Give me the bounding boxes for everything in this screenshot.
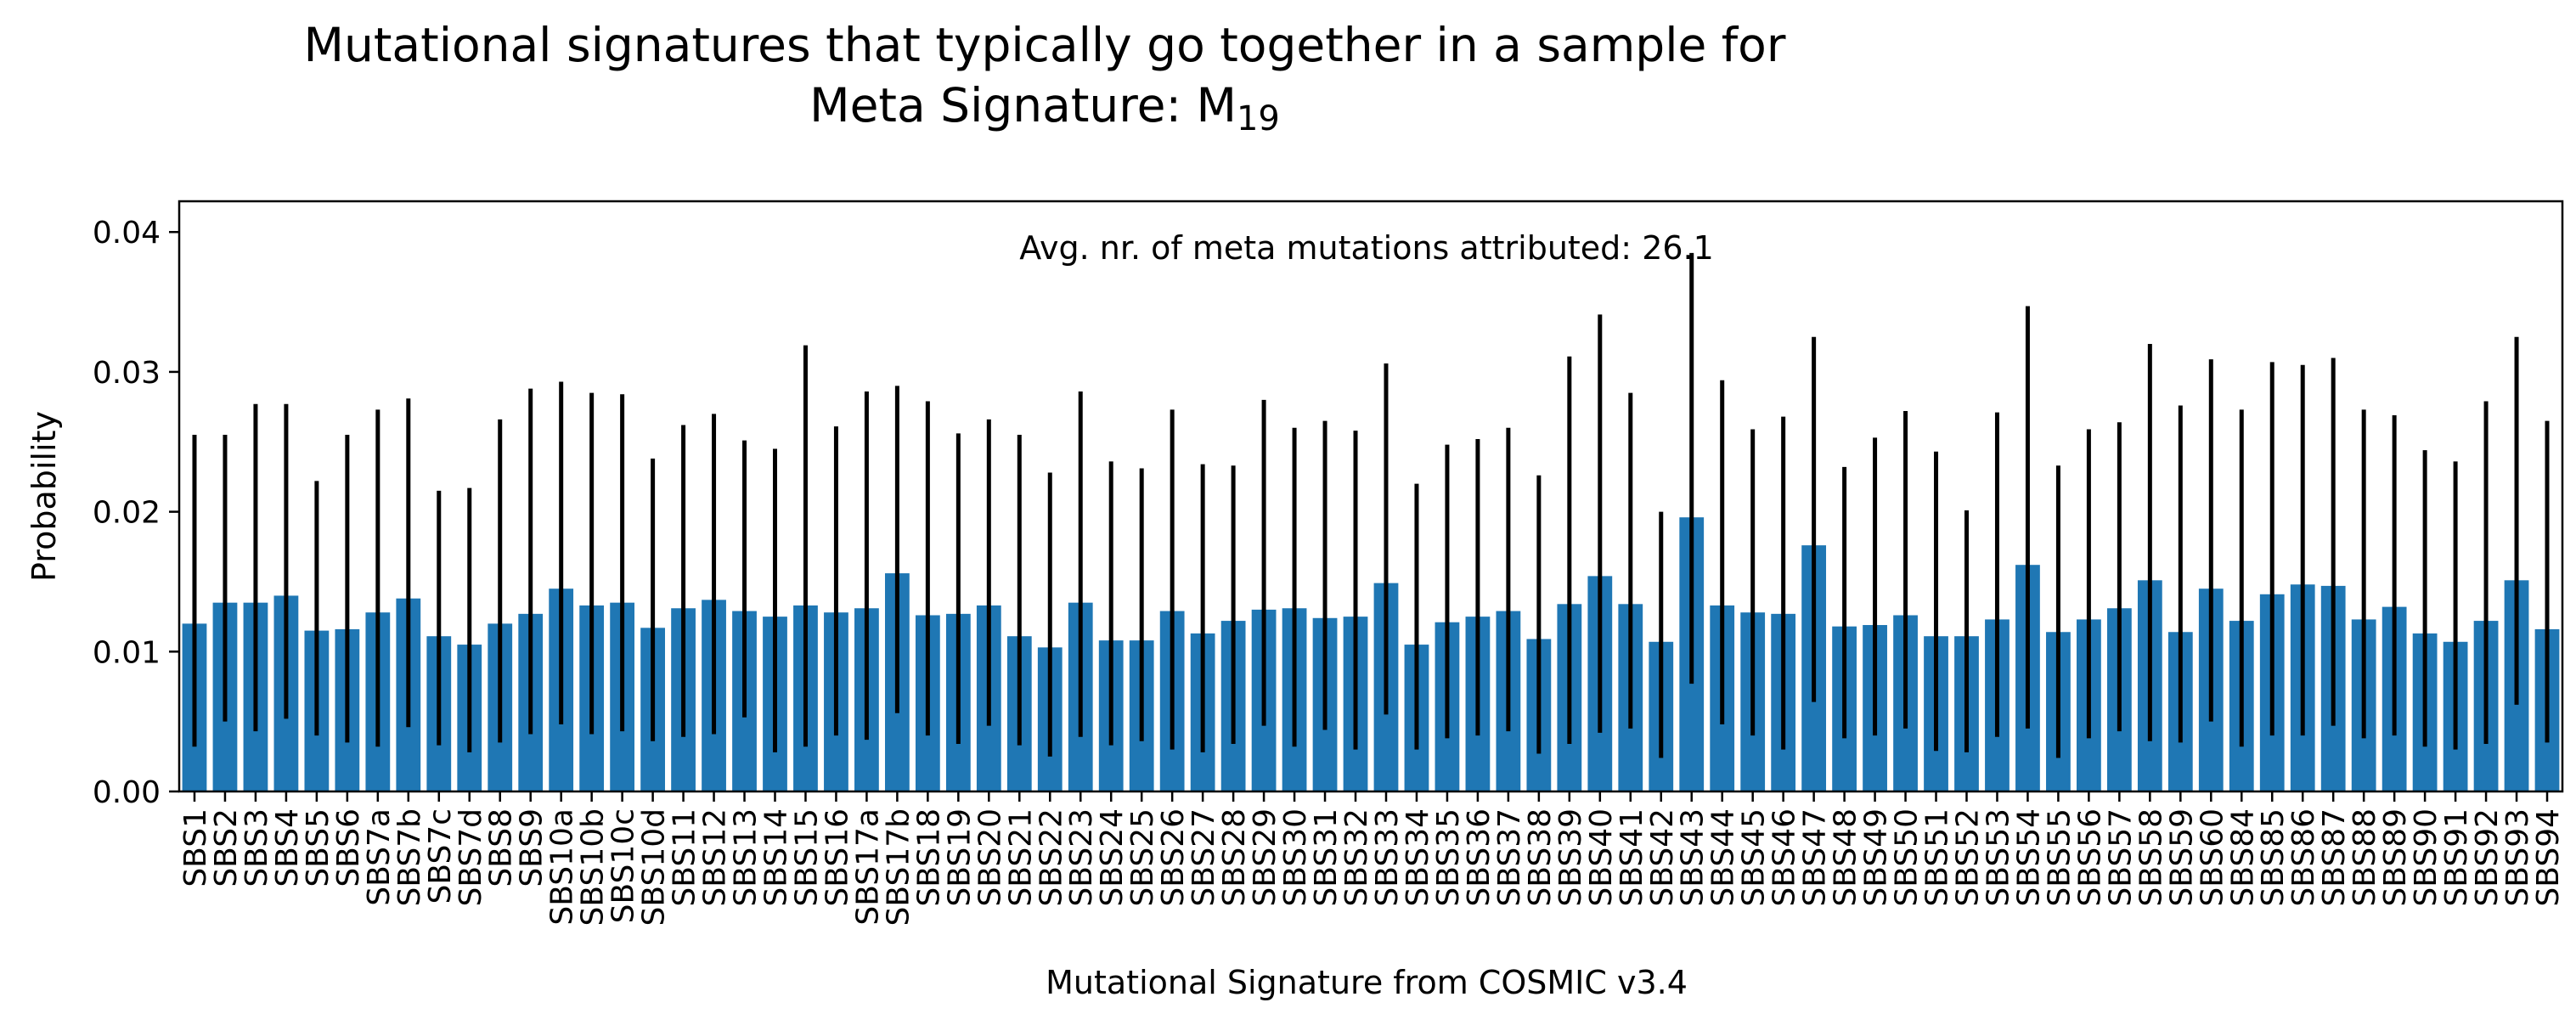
x-tick-label: SBS59 [2164,808,2199,907]
plot-frame [178,200,2564,793]
y-tick-label: 0.04 [93,216,161,251]
x-tick-label: SBS57 [2103,808,2138,907]
y-axis: 0.00 0.01 0.02 0.03 0.04 [93,216,179,810]
x-tick-label: SBS89 [2378,808,2413,907]
chart-title-subscript: 19 [1237,99,1280,138]
x-tick-label: SBS85 [2256,808,2291,907]
x-tick-label: SBS45 [1737,808,1772,907]
y-tick-label: 0.01 [93,635,161,670]
x-tick-label: SBS25 [1125,808,1160,907]
x-tick-label: SBS34 [1401,808,1435,907]
x-tick-label: SBS47 [1798,808,1833,907]
x-tick-label: SBS10d [637,808,672,926]
x-tick-label: SBS17a [850,808,885,926]
x-tick-label: SBS11 [668,808,702,907]
x-axis: SBS1SBS2SBS3SBS4SBS5SBS6SBS7aSBS7bSBS7cS… [178,791,2566,926]
x-tick-label: SBS5 [301,808,335,887]
x-tick-label: SBS53 [1981,808,2015,907]
x-tick-label: SBS32 [1339,808,1374,907]
x-tick-label: SBS18 [911,808,946,907]
x-tick-label: SBS22 [1034,808,1068,907]
x-tick-label: SBS16 [820,808,854,907]
x-tick-label: SBS1 [178,808,213,887]
x-tick-label: SBS91 [2439,808,2474,907]
x-tick-label: SBS24 [1095,808,1130,907]
x-tick-label: SBS7b [392,808,427,907]
x-tick-label: SBS28 [1217,808,1252,907]
y-tick-label: 0.00 [93,775,161,810]
x-tick-label: SBS7a [362,808,397,906]
x-tick-label: SBS39 [1553,808,1588,907]
x-axis-label: Mutational Signature from COSMIC v3.4 [1046,964,1688,1001]
x-tick-label: SBS35 [1431,808,1466,907]
x-tick-label: SBS44 [1706,808,1741,907]
x-tick-label: SBS33 [1370,808,1405,907]
x-tick-label: SBS10b [576,808,611,926]
x-tick-label: SBS27 [1187,808,1221,907]
x-tick-label: SBS31 [1309,808,1344,907]
x-tick-label: SBS10a [545,808,580,926]
x-tick-label: SBS42 [1645,808,1680,907]
x-tick-label: SBS4 [270,808,305,887]
x-tick-label: SBS94 [2531,808,2566,907]
x-tick-label: SBS41 [1615,808,1649,907]
x-tick-label: SBS15 [789,808,824,907]
x-tick-label: SBS58 [2134,808,2168,907]
x-tick-label: SBS13 [729,808,764,907]
x-tick-label: SBS56 [2072,808,2107,907]
x-tick-label: SBS92 [2470,808,2505,907]
x-tick-label: SBS37 [1492,808,1527,907]
annotation: Avg. nr. of meta mutations attributed: 2… [1019,229,1714,267]
x-tick-label: SBS87 [2317,808,2352,907]
x-tick-label: SBS19 [942,808,977,907]
chart-title-line1: Mutational signatures that typically go … [304,18,1786,72]
x-tick-label: SBS40 [1584,808,1619,907]
x-tick-label: SBS36 [1462,808,1497,907]
x-tick-label: SBS26 [1156,808,1191,907]
chart-title-line2-text: Meta Signature: M [809,78,1237,132]
x-tick-label: SBS88 [2348,808,2382,907]
y-tick-label: 0.02 [93,496,161,531]
x-tick-label: SBS21 [1003,808,1038,907]
x-tick-label: SBS29 [1248,808,1282,907]
x-tick-label: SBS84 [2225,808,2260,907]
x-tick-label: SBS14 [759,808,794,907]
x-tick-label: SBS49 [1859,808,1894,907]
x-tick-label: SBS46 [1767,808,1802,907]
x-tick-label: SBS7d [454,808,488,907]
x-tick-label: SBS50 [1890,808,1925,907]
x-tick-label: SBS7c [423,808,458,904]
x-tick-label: SBS48 [1829,808,1863,907]
x-tick-label: SBS38 [1523,808,1558,907]
x-tick-label: SBS6 [331,808,366,887]
x-tick-label: SBS43 [1676,808,1711,907]
y-axis-label: Probability [25,411,63,582]
error-bars [192,252,2550,758]
x-tick-label: SBS17b [881,808,916,926]
x-tick-label: SBS23 [1064,808,1099,907]
x-tick-label: SBS54 [2011,808,2046,907]
x-tick-label: SBS3 [240,808,274,887]
x-tick-label: SBS86 [2286,808,2321,907]
x-tick-label: SBS52 [1951,808,1986,907]
x-tick-label: SBS93 [2500,808,2535,907]
bars [182,517,2560,791]
x-tick-label: SBS55 [2042,808,2077,907]
chart-title-line2: Meta Signature: M19 [809,78,1280,138]
x-tick-label: SBS60 [2195,808,2229,907]
x-tick-label: SBS2 [209,808,244,887]
x-tick-label: SBS10c [606,808,641,923]
x-tick-label: SBS9 [515,808,550,887]
x-tick-label: SBS8 [484,808,519,887]
x-tick-label: SBS51 [1920,808,1955,907]
x-tick-label: SBS90 [2409,808,2444,907]
x-tick-label: SBS20 [972,808,1007,907]
x-tick-label: SBS30 [1278,808,1313,907]
y-tick-label: 0.03 [93,356,161,391]
x-tick-label: SBS12 [698,808,733,907]
